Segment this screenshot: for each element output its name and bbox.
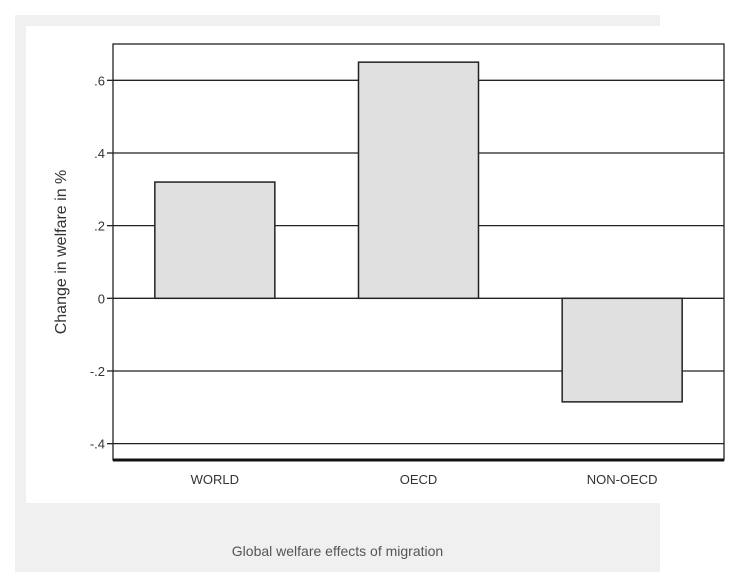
y-tick-label: .4 — [94, 146, 105, 161]
figure-caption: Global welfare effects of migration — [231, 543, 444, 559]
y-tick-label: .6 — [94, 73, 105, 88]
bar-oecd — [357, 61, 480, 300]
y-axis-label: Change in welfare in % — [53, 170, 70, 335]
y-tick-label: -.4 — [90, 437, 105, 452]
bar-world — [154, 181, 276, 300]
x-tick-label: WORLD — [191, 472, 239, 487]
x-tick-label: NON-OECD — [587, 472, 658, 487]
bar-non-oecd — [561, 297, 683, 403]
x-tick-label: OECD — [400, 472, 438, 487]
y-tick-label: -.2 — [90, 364, 105, 379]
y-tick-label: 0 — [98, 291, 105, 306]
y-tick-label: .2 — [94, 219, 105, 234]
